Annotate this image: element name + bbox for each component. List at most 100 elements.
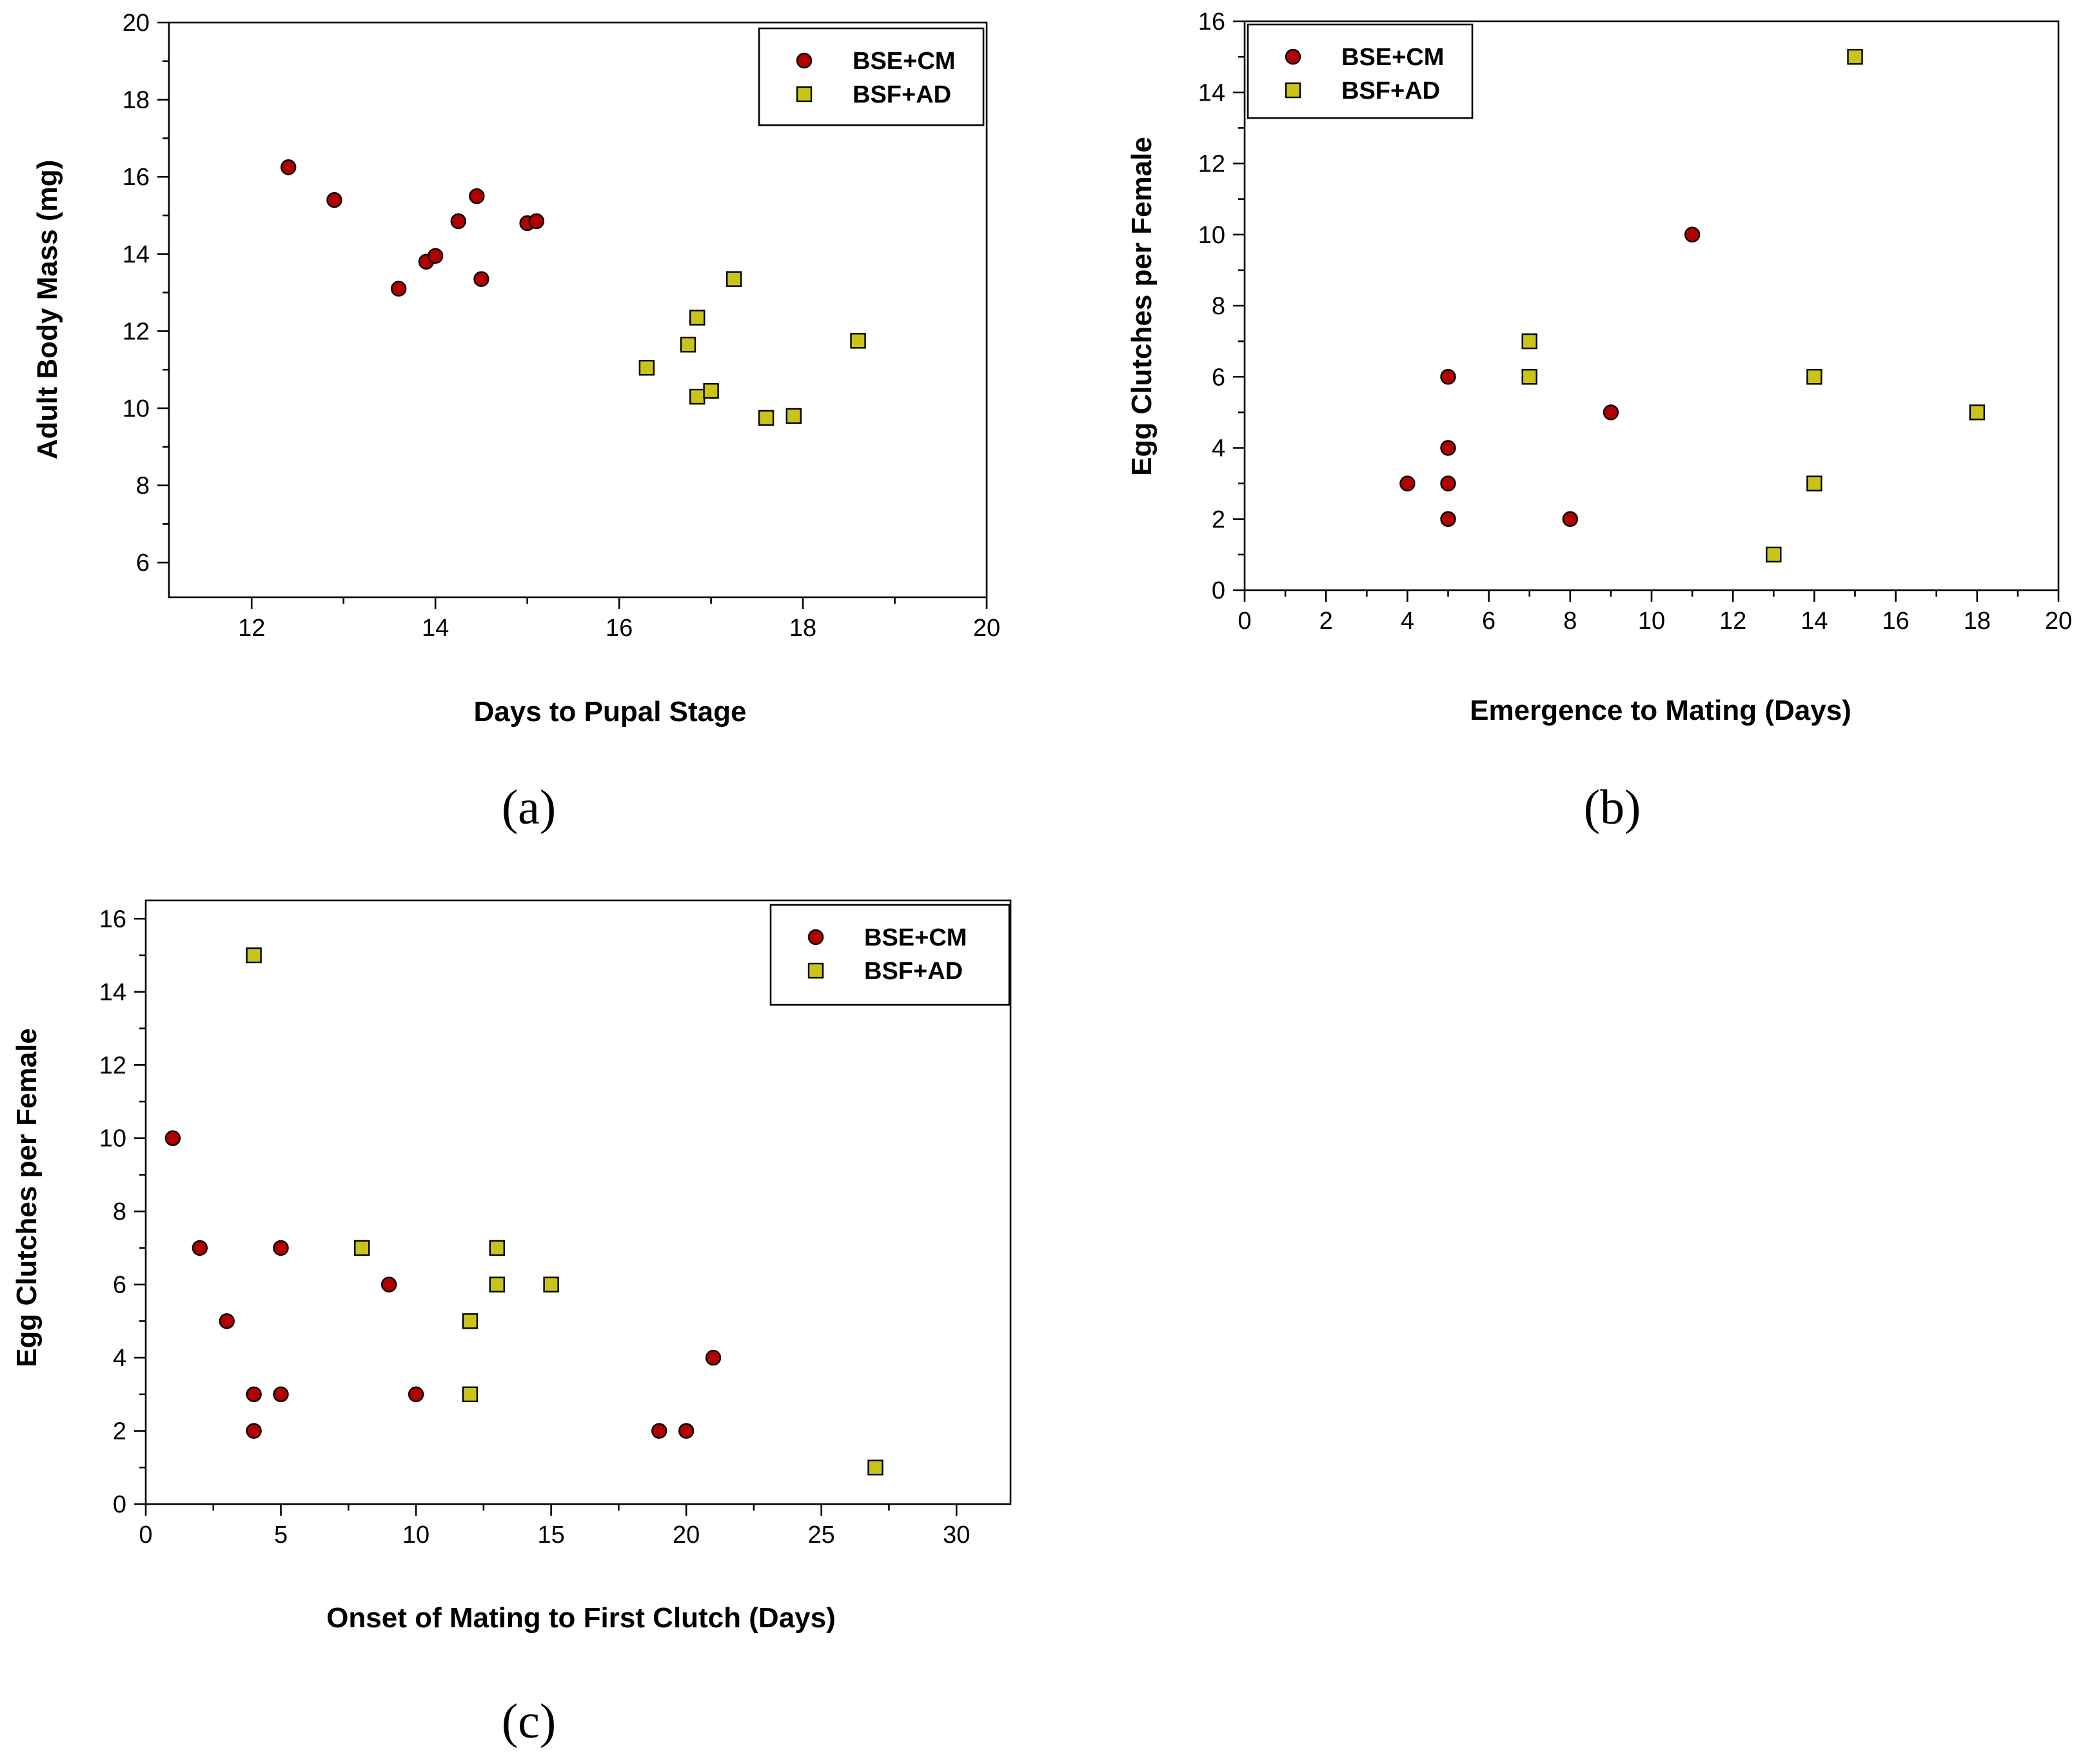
data-point-circle xyxy=(651,1423,667,1439)
data-point-square xyxy=(689,310,706,326)
data-point-square xyxy=(1766,546,1782,563)
y-tick-label: 2 xyxy=(113,1418,126,1445)
y-tick-label: 14 xyxy=(99,979,126,1006)
x-tick-label: 4 xyxy=(1401,608,1414,635)
x-tick-label: 16 xyxy=(606,615,633,642)
data-point-square xyxy=(1806,475,1822,491)
x-tick-label: 0 xyxy=(1238,608,1251,635)
data-point-circle xyxy=(469,188,485,204)
data-point-circle xyxy=(219,1313,235,1329)
data-point-square xyxy=(489,1276,505,1293)
x-tick-label: 2 xyxy=(1319,608,1333,635)
data-point-circle xyxy=(1440,475,1456,491)
y-tick-label: 10 xyxy=(123,395,150,422)
x-tick-label: 16 xyxy=(1882,608,1909,635)
data-point-square xyxy=(726,271,742,287)
x-tick-label: 30 xyxy=(943,1521,970,1549)
y-axis-title: Egg Clutches per Female xyxy=(1126,137,1158,476)
y-tick-label: 0 xyxy=(113,1491,126,1518)
data-point-square xyxy=(246,947,262,964)
x-axis-title: Onset of Mating to First Clutch (Days) xyxy=(326,1602,836,1634)
y-tick-label: 16 xyxy=(1198,8,1225,35)
y-tick-label: 8 xyxy=(136,473,150,500)
y-tick-label: 14 xyxy=(1198,79,1225,106)
data-point-square xyxy=(1847,48,1863,65)
y-tick-label: 10 xyxy=(99,1125,126,1153)
data-point-circle xyxy=(326,192,342,208)
y-tick-label: 12 xyxy=(99,1052,126,1079)
x-tick-label: 5 xyxy=(274,1521,288,1549)
x-tick-label: 0 xyxy=(139,1521,152,1549)
data-point-circle xyxy=(408,1386,424,1403)
x-axis-title: Emergence to Mating (Days) xyxy=(1470,695,1851,726)
data-point-square xyxy=(703,382,719,399)
x-tick-label: 25 xyxy=(808,1521,835,1549)
data-point-square xyxy=(462,1313,479,1329)
data-point-circle xyxy=(1440,440,1456,456)
y-tick-label: 4 xyxy=(113,1345,126,1372)
legend-marker-square xyxy=(807,962,824,979)
chart-panel-b: 0 2 4 6 8 10 12 14 16 18 20 0 2 4 6 8 10 12 14 16 BSE+CM BSF+… xyxy=(1126,8,2072,835)
x-tick-label: 10 xyxy=(1638,608,1665,635)
data-point-square xyxy=(638,359,655,376)
data-point-square xyxy=(1969,404,1986,421)
y-tick-label: 4 xyxy=(1212,435,1225,462)
x-tick-label: 6 xyxy=(1482,608,1496,635)
data-point-circle xyxy=(1440,511,1456,527)
data-point-square xyxy=(462,1386,479,1403)
legend: BSE+CM BSF+AD xyxy=(769,904,1011,1006)
data-point-circle xyxy=(281,159,297,175)
data-point-square xyxy=(543,1276,559,1293)
y-tick-label: 18 xyxy=(123,87,150,114)
data-point-circle xyxy=(164,1130,181,1146)
y-tick-label: 16 xyxy=(123,164,150,191)
legend-marker-square xyxy=(796,86,813,103)
data-point-circle xyxy=(427,248,444,264)
data-point-circle xyxy=(678,1423,695,1439)
x-tick-label: 8 xyxy=(1563,608,1577,635)
y-tick-label: 6 xyxy=(1212,364,1225,391)
data-point-square xyxy=(680,337,696,353)
x-tick-label: 18 xyxy=(1964,608,1991,635)
data-point-square xyxy=(867,1460,884,1476)
data-point-circle xyxy=(1562,511,1579,527)
data-point-circle xyxy=(1399,475,1416,491)
data-point-square xyxy=(1521,333,1537,350)
data-point-square xyxy=(489,1240,505,1256)
legend-marker-circle xyxy=(796,52,813,69)
legend-box xyxy=(758,27,985,126)
y-axis-title: Adult Body Mass (mg) xyxy=(32,160,63,459)
data-point-circle xyxy=(705,1349,722,1366)
data-point-square xyxy=(1806,369,1822,385)
x-tick-label: 20 xyxy=(973,615,1000,642)
x-axis-title: Days to Pupal Stage xyxy=(473,696,746,728)
panel-label: (c) xyxy=(502,1694,556,1749)
data-point-circle xyxy=(390,281,407,297)
x-tick-label: 20 xyxy=(673,1521,700,1549)
chart-panel-a: 12 14 16 18 20 6 8 10 12 14 16 18 20 BSE+CM BSF+AD Day… xyxy=(32,10,1000,835)
legend-label: BSE+CM xyxy=(853,48,955,75)
x-tick-label: 12 xyxy=(1719,608,1746,635)
legend-label: BSF+AD xyxy=(1341,77,1440,104)
data-point-square xyxy=(354,1240,370,1256)
x-tick-label: 20 xyxy=(2045,608,2072,635)
data-point-circle xyxy=(1603,404,1619,421)
y-tick-label: 12 xyxy=(1198,151,1225,178)
y-tick-label: 16 xyxy=(99,906,126,933)
y-tick-label: 0 xyxy=(1212,577,1225,604)
x-tick-label: 14 xyxy=(422,615,449,642)
y-tick-label: 10 xyxy=(1198,222,1225,249)
data-point-square xyxy=(758,410,775,426)
panel-label: (a) xyxy=(502,780,556,835)
data-point-square xyxy=(850,333,866,349)
y-axis-title: Egg Clutches per Female xyxy=(11,1028,43,1367)
data-point-circle xyxy=(246,1386,262,1403)
y-tick-label: 14 xyxy=(123,241,150,268)
data-point-square xyxy=(785,408,802,424)
x-tick-label: 10 xyxy=(402,1521,429,1549)
x-tick-label: 18 xyxy=(789,615,816,642)
data-point-circle xyxy=(380,1276,397,1293)
legend-label: BSE+CM xyxy=(864,924,967,951)
